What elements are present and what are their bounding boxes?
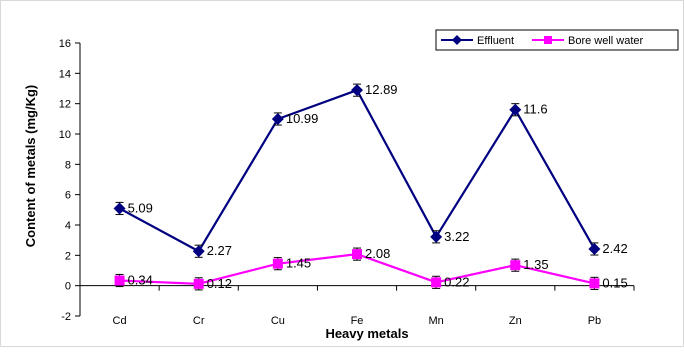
- point-effluent-4: [430, 230, 443, 243]
- x-tick-label-fe: Fe: [351, 315, 364, 327]
- point-effluent-6: [588, 242, 601, 255]
- data-label-bore-well-water-5: 1.35: [523, 257, 548, 272]
- point-effluent-1: [192, 245, 205, 258]
- x-tick-label-mn: Mn: [429, 315, 444, 327]
- point-effluent-0: [113, 202, 126, 215]
- x-tick-label-zn: Zn: [509, 315, 522, 327]
- y-axis-label: Content of metals (mg/Kg): [23, 85, 38, 248]
- y-tick-label-4: 4: [65, 220, 71, 232]
- data-label-effluent-4: 3.22: [444, 229, 469, 244]
- point-bore-well-water-3: [352, 249, 362, 260]
- point-effluent-5: [509, 103, 522, 116]
- legend: Effluent Bore well water: [435, 29, 679, 51]
- legend-label-bore-well-water: Bore well water: [568, 35, 644, 47]
- x-tick-label-cu: Cu: [271, 315, 285, 327]
- x-tick-label-pb: Pb: [588, 315, 601, 327]
- point-bore-well-water-2: [272, 258, 283, 269]
- data-label-effluent-6: 2.42: [602, 241, 627, 256]
- plot-area: -2 0 2 4 6 8 10 12 14 16 Cd Cr Cu Fe Mn Zn Pb 5.09 2.27 10.…: [59, 38, 635, 327]
- data-label-bore-well-water-0: 0.34: [128, 273, 153, 288]
- y-tick-label-0: 0: [65, 281, 71, 293]
- data-label-bore-well-water-1: 0.12: [207, 276, 232, 291]
- x-axis-label: Heavy metals: [325, 326, 408, 341]
- point-bore-well-water-1: [193, 278, 204, 289]
- point-bore-well-water-0: [114, 275, 125, 286]
- legend-label-effluent: Effluent: [477, 35, 514, 47]
- data-label-bore-well-water-2: 1.45: [286, 256, 311, 271]
- y-tick-label-10: 10: [59, 129, 71, 141]
- data-label-bore-well-water-4: 0.22: [444, 274, 469, 289]
- y-tick-label-14: 14: [59, 68, 71, 80]
- x-tick-label-cr: Cr: [193, 315, 205, 327]
- point-bore-well-water-4: [431, 277, 442, 288]
- data-label-effluent-2: 10.99: [286, 111, 319, 126]
- data-label-effluent-3: 12.89: [365, 82, 398, 97]
- y-tick-label-2: 2: [65, 250, 71, 262]
- y-tick-label--2: -2: [61, 311, 71, 323]
- y-tick-label-6: 6: [65, 190, 71, 202]
- data-label-bore-well-water-6: 0.15: [602, 275, 627, 290]
- point-bore-well-water-6: [589, 278, 600, 289]
- x-tick-label-cd: Cd: [113, 315, 127, 327]
- data-label-effluent-1: 2.27: [207, 243, 232, 258]
- y-tick-label-12: 12: [59, 99, 71, 111]
- point-effluent-2: [271, 112, 284, 125]
- point-bore-well-water-5: [510, 260, 521, 271]
- point-effluent-3: [351, 84, 363, 97]
- legend-marker-bore-well-water: [544, 36, 552, 44]
- y-tick-label-16: 16: [59, 38, 71, 50]
- data-label-bore-well-water-3: 2.08: [365, 246, 390, 261]
- legend-marker-effluent: [452, 35, 462, 45]
- data-label-effluent-0: 5.09: [128, 200, 153, 215]
- y-tick-label-8: 8: [65, 159, 71, 171]
- data-label-effluent-5: 11.6: [523, 102, 547, 117]
